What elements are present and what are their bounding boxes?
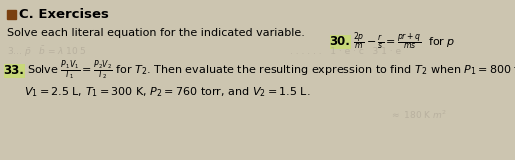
FancyBboxPatch shape — [330, 35, 351, 48]
FancyBboxPatch shape — [4, 64, 25, 77]
Text: $\frac{2p}{m} - \frac{r}{s} = \frac{pr+q}{ms}$  for $p$: $\frac{2p}{m} - \frac{r}{s} = \frac{pr+q… — [353, 31, 456, 52]
Text: Solve $\frac{P_1V_1}{T_1} = \frac{P_2V_2}{T_2}$ for $T_2$. Then evaluate the res: Solve $\frac{P_1V_1}{T_1} = \frac{P_2V_2… — [27, 59, 515, 83]
Text: 30.: 30. — [330, 35, 350, 48]
Text: 33.: 33. — [4, 64, 24, 77]
Text: C. Exercises: C. Exercises — [19, 8, 109, 21]
Text: 3... $\bar{p}$   $\bar{b}$ = $\lambda$ 10 5: 3... $\bar{p}$ $\bar{b}$ = $\lambda$ 10 … — [7, 45, 87, 59]
FancyBboxPatch shape — [7, 10, 16, 19]
Text: $V_1 = 2.5$ L, $T_1 = 300$ K, $P_2 = 760$ torr, and $V_2 = 1.5$ L.: $V_1 = 2.5$ L, $T_1 = 300$ K, $P_2 = 760… — [24, 85, 311, 99]
Text: $\approx$ 180 K $m^2$: $\approx$ 180 K $m^2$ — [390, 109, 448, 121]
Text: . . . . . .   1 · e · c   3 1 · e: . . . . . . 1 · e · c 3 1 · e — [290, 48, 401, 56]
Text: Solve each literal equation for the indicated variable.: Solve each literal equation for the indi… — [7, 28, 305, 38]
